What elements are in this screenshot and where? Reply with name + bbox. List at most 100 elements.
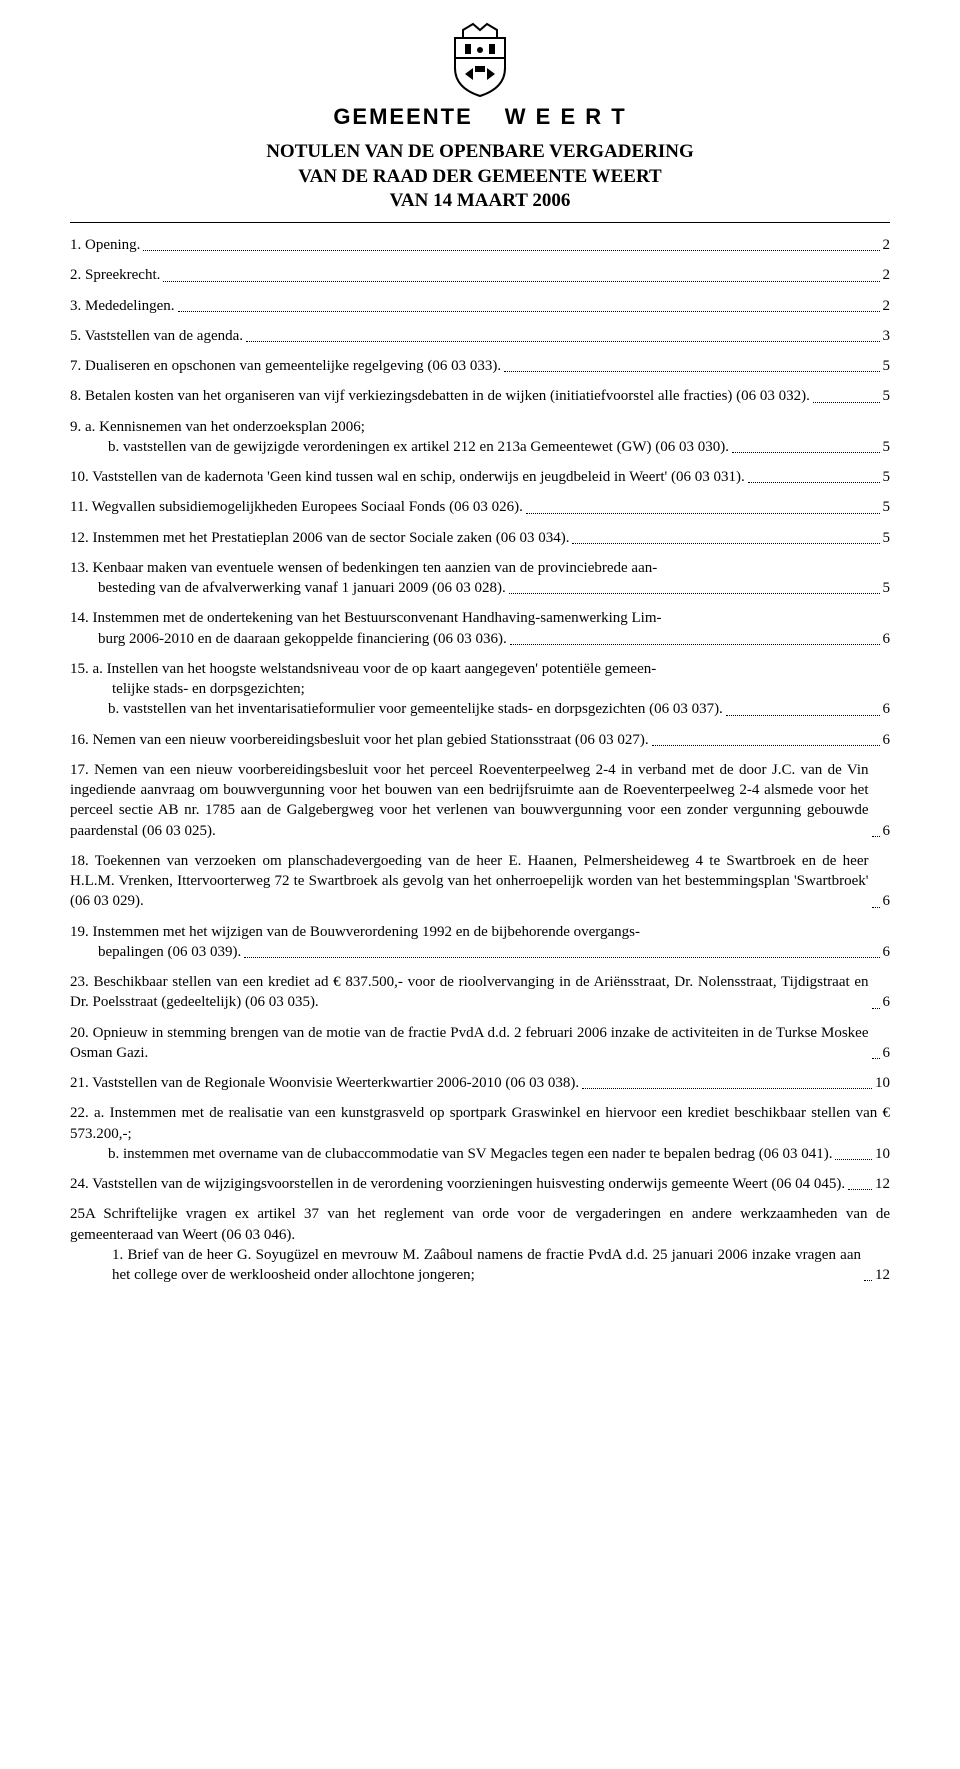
toc-text: 2. Spreekrecht. bbox=[70, 265, 160, 285]
toc-leader bbox=[510, 643, 880, 645]
toc-entry: 20. Opnieuw in stemming brengen van de m… bbox=[70, 1023, 890, 1064]
toc-page-number: 6 bbox=[883, 891, 891, 911]
toc-page-number: 5 bbox=[883, 437, 891, 457]
toc-entry: 19. Instemmen met het wijzigen van de Bo… bbox=[70, 922, 890, 963]
toc-leader bbox=[813, 401, 880, 403]
toc-leader bbox=[748, 481, 880, 483]
toc-leader bbox=[872, 1057, 880, 1059]
toc-leader bbox=[246, 340, 879, 342]
toc-entry: 7. Dualiseren en opschonen van gemeentel… bbox=[70, 356, 890, 376]
toc-text: 16. Nemen van een nieuw voorbereidingsbe… bbox=[70, 730, 649, 750]
toc-leader bbox=[178, 310, 880, 312]
toc-page-number: 12 bbox=[875, 1265, 890, 1285]
toc-text: burg 2006-2010 en de daaraan gekoppelde … bbox=[98, 629, 507, 649]
toc-text: 1. Opening. bbox=[70, 235, 140, 255]
table-of-contents: 1. Opening.22. Spreekrecht.23. Mededelin… bbox=[70, 235, 890, 1285]
toc-leader bbox=[143, 249, 879, 251]
toc-entry: 8. Betalen kosten van het organiseren va… bbox=[70, 386, 890, 406]
toc-text: 17. Nemen van een nieuw voorbereidingsbe… bbox=[70, 760, 869, 841]
title-line-3: VAN 14 MAART 2006 bbox=[70, 189, 890, 214]
title-line-2: VAN DE RAAD DER GEMEENTE WEERT bbox=[70, 165, 890, 190]
toc-page-number: 6 bbox=[883, 699, 891, 719]
toc-entry: 14. Instemmen met de ondertekening van h… bbox=[70, 608, 890, 649]
document-page: GEMEENTE W E E R T NOTULEN VAN DE OPENBA… bbox=[0, 0, 960, 1335]
title-line-1: NOTULEN VAN DE OPENBARE VERGADERING bbox=[70, 140, 890, 165]
toc-page-number: 5 bbox=[883, 497, 891, 517]
toc-text: bepalingen (06 03 039). bbox=[98, 942, 241, 962]
brand-left: GEMEENTE bbox=[333, 104, 472, 130]
toc-text: 19. Instemmen met het wijzigen van de Bo… bbox=[70, 922, 890, 942]
toc-page-number: 2 bbox=[883, 296, 891, 316]
toc-page-number: 5 bbox=[883, 528, 891, 548]
toc-leader bbox=[582, 1087, 872, 1089]
toc-leader bbox=[509, 592, 880, 594]
toc-text: 10. Vaststellen van de kadernota 'Geen k… bbox=[70, 467, 745, 487]
toc-page-number: 3 bbox=[883, 326, 891, 346]
toc-text: 24. Vaststellen van de wijzigingsvoorste… bbox=[70, 1174, 845, 1194]
document-title: NOTULEN VAN DE OPENBARE VERGADERING VAN … bbox=[70, 140, 890, 214]
toc-page-number: 5 bbox=[883, 467, 891, 487]
toc-entry: 23. Beschikbaar stellen van een krediet … bbox=[70, 972, 890, 1013]
toc-leader bbox=[835, 1158, 872, 1160]
toc-page-number: 5 bbox=[883, 578, 891, 598]
toc-leader bbox=[872, 835, 880, 837]
toc-leader bbox=[864, 1279, 872, 1281]
toc-text: 1. Brief van de heer G. Soyugüzel en mev… bbox=[112, 1245, 861, 1286]
toc-entry: 1. Opening. 2 bbox=[70, 235, 890, 255]
toc-text: telijke stads- en dorpsgezichten; bbox=[70, 679, 890, 699]
toc-text: besteding van de afvalverwerking vanaf 1… bbox=[98, 578, 506, 598]
toc-entry: 11. Wegvallen subsidiemogelijkheden Euro… bbox=[70, 497, 890, 517]
toc-entry: 16. Nemen van een nieuw voorbereidingsbe… bbox=[70, 730, 890, 750]
toc-text: 15. a. Instellen van het hoogste welstan… bbox=[70, 659, 890, 679]
toc-text: 8. Betalen kosten van het organiseren va… bbox=[70, 386, 810, 406]
toc-page-number: 6 bbox=[883, 1043, 891, 1063]
toc-page-number: 10 bbox=[875, 1073, 890, 1093]
toc-leader bbox=[652, 744, 880, 746]
toc-entry: 12. Instemmen met het Prestatieplan 2006… bbox=[70, 528, 890, 548]
toc-text: 21. Vaststellen van de Regionale Woonvis… bbox=[70, 1073, 579, 1093]
toc-entry: 22. a. Instemmen met de realisatie van e… bbox=[70, 1103, 890, 1164]
toc-page-number: 2 bbox=[883, 265, 891, 285]
toc-entry: 3. Mededelingen.2 bbox=[70, 296, 890, 316]
toc-leader bbox=[526, 512, 880, 514]
toc-entry: 5. Vaststellen van de agenda. 3 bbox=[70, 326, 890, 346]
toc-text: b. instemmen met overname van de clubacc… bbox=[108, 1144, 832, 1164]
toc-text: 18. Toekennen van verzoeken om planschad… bbox=[70, 851, 869, 912]
toc-page-number: 5 bbox=[883, 356, 891, 376]
toc-entry: 21. Vaststellen van de Regionale Woonvis… bbox=[70, 1073, 890, 1093]
brand-row: GEMEENTE W E E R T bbox=[70, 104, 890, 130]
toc-leader bbox=[872, 1007, 880, 1009]
toc-entry: 24. Vaststellen van de wijzigingsvoorste… bbox=[70, 1174, 890, 1194]
toc-text: 25A Schriftelijke vragen ex artikel 37 v… bbox=[70, 1204, 890, 1245]
crest-icon bbox=[445, 20, 515, 98]
toc-text: 7. Dualiseren en opschonen van gemeentel… bbox=[70, 356, 501, 376]
toc-text: b. vaststellen van het inventarisatiefor… bbox=[108, 699, 723, 719]
toc-entry: 9. a. Kennisnemen van het onderzoeksplan… bbox=[70, 417, 890, 458]
toc-text: 9. a. Kennisnemen van het onderzoeksplan… bbox=[70, 417, 890, 437]
toc-page-number: 6 bbox=[883, 821, 891, 841]
toc-text: 22. a. Instemmen met de realisatie van e… bbox=[70, 1103, 890, 1144]
toc-entry: 2. Spreekrecht. 2 bbox=[70, 265, 890, 285]
toc-entry: 13. Kenbaar maken van eventuele wensen o… bbox=[70, 558, 890, 599]
toc-text: b. vaststellen van de gewijzigde verorde… bbox=[108, 437, 729, 457]
toc-text: 5. Vaststellen van de agenda. bbox=[70, 326, 243, 346]
toc-page-number: 2 bbox=[883, 235, 891, 255]
toc-page-number: 5 bbox=[883, 386, 891, 406]
toc-entry: 25A Schriftelijke vragen ex artikel 37 v… bbox=[70, 1204, 890, 1285]
toc-entry: 15. a. Instellen van het hoogste welstan… bbox=[70, 659, 890, 720]
toc-entry: 17. Nemen van een nieuw voorbereidingsbe… bbox=[70, 760, 890, 841]
toc-entry: 10. Vaststellen van de kadernota 'Geen k… bbox=[70, 467, 890, 487]
toc-leader bbox=[872, 906, 880, 908]
toc-page-number: 12 bbox=[875, 1174, 890, 1194]
toc-leader bbox=[726, 714, 880, 716]
toc-text: 12. Instemmen met het Prestatieplan 2006… bbox=[70, 528, 569, 548]
toc-leader bbox=[504, 370, 879, 372]
toc-text: 14. Instemmen met de ondertekening van h… bbox=[70, 608, 890, 628]
toc-text: 20. Opnieuw in stemming brengen van de m… bbox=[70, 1023, 869, 1064]
header-block: GEMEENTE W E E R T NOTULEN VAN DE OPENBA… bbox=[70, 20, 890, 223]
toc-page-number: 6 bbox=[883, 730, 891, 750]
toc-text: 11. Wegvallen subsidiemogelijkheden Euro… bbox=[70, 497, 523, 517]
toc-leader bbox=[244, 956, 879, 958]
toc-leader bbox=[848, 1188, 872, 1190]
toc-text: 13. Kenbaar maken van eventuele wensen o… bbox=[70, 558, 890, 578]
